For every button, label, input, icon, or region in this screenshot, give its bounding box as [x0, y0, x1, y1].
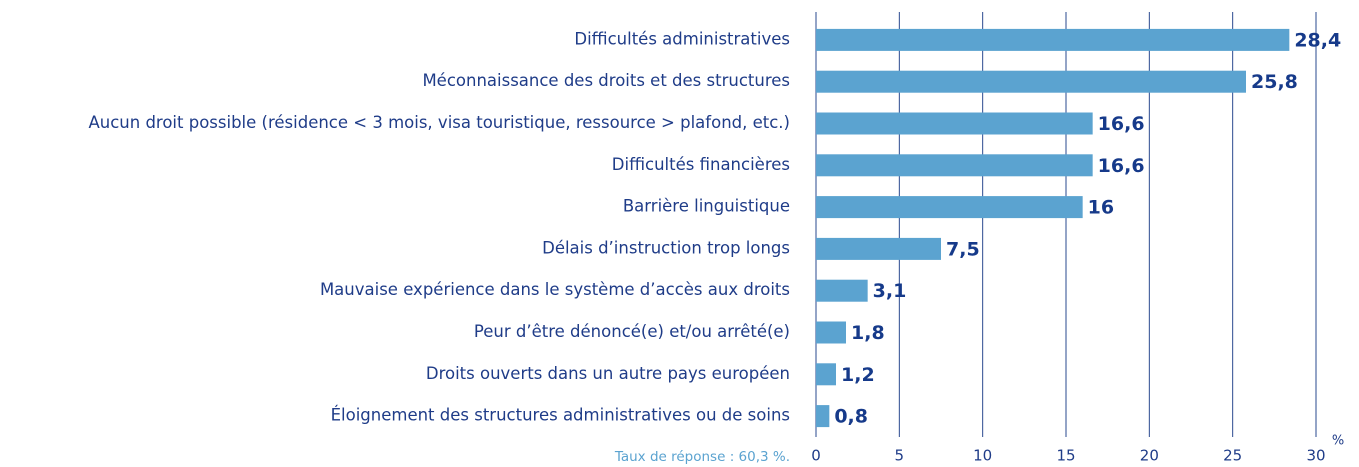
category-label: Barrière linguistique	[623, 197, 790, 216]
value-label: 3,1	[873, 280, 907, 302]
value-label: 1,8	[851, 322, 885, 344]
x-tick-label: 5	[895, 447, 905, 465]
bar	[816, 363, 836, 386]
category-label: Droits ouverts dans un autre pays europé…	[426, 364, 790, 383]
bar	[816, 154, 1093, 177]
value-label: 16,6	[1098, 155, 1145, 177]
category-label: Peur d’être dénoncé(e) et/ou arrêté(e)	[474, 322, 790, 341]
bar	[816, 237, 941, 260]
category-label: Aucun droit possible (résidence < 3 mois…	[88, 113, 790, 132]
category-label: Délais d’instruction trop longs	[542, 238, 790, 257]
x-tick-label: 15	[1056, 447, 1075, 465]
x-tick-label: 10	[973, 447, 992, 465]
bar	[816, 279, 868, 302]
category-label: Éloignement des structures administrativ…	[331, 406, 790, 425]
x-tick-label: 25	[1223, 447, 1242, 465]
category-label: Mauvaise expérience dans le système d’ac…	[320, 280, 790, 299]
note: Taux de réponse : 60,3 %.	[614, 449, 790, 465]
bar	[816, 405, 830, 428]
value-label: 1,2	[841, 364, 875, 386]
value-label: 7,5	[946, 238, 980, 260]
bar	[816, 112, 1093, 135]
category-label: Difficultés financières	[612, 155, 790, 174]
x-tick-label: 20	[1140, 447, 1159, 465]
bar	[816, 321, 846, 344]
bar	[816, 196, 1083, 219]
value-label: 28,4	[1294, 29, 1341, 51]
bar	[816, 28, 1290, 51]
category-label: Difficultés administratives	[574, 29, 790, 48]
value-label: 25,8	[1251, 71, 1298, 93]
value-label: 16	[1088, 197, 1114, 219]
value-label: 16,6	[1098, 113, 1145, 135]
bar	[816, 70, 1246, 93]
x-tick-label: 30	[1306, 447, 1325, 465]
value-label: 0,8	[834, 406, 868, 428]
x-tick-label: 0	[811, 447, 821, 465]
category-label: Méconnaissance des droits et des structu…	[422, 71, 790, 90]
x-axis-label: %	[1332, 434, 1344, 449]
